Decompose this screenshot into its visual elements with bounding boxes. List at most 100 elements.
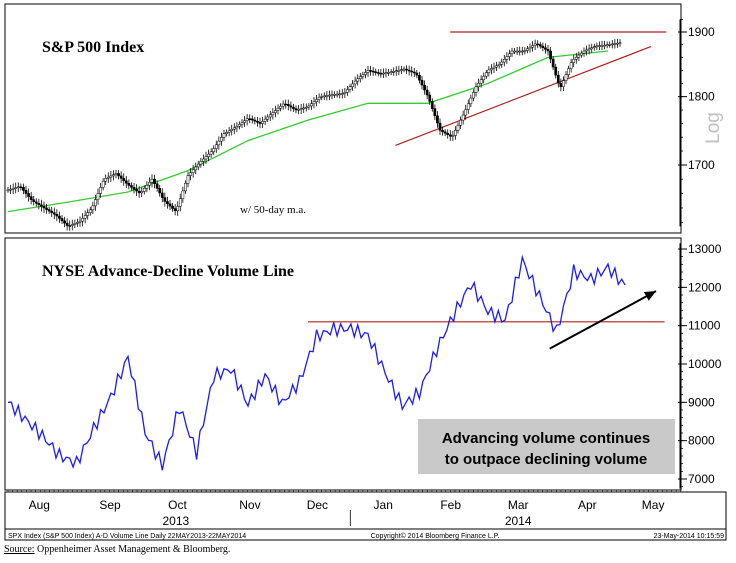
breadth-axis-tick-label: 10000: [688, 357, 722, 371]
price-candle-body: [546, 49, 550, 52]
price-candle-body: [173, 208, 177, 212]
price-candle-body: [63, 220, 66, 224]
price-candle-body: [86, 212, 90, 216]
callout-box: [418, 419, 675, 474]
footer-frame: [4, 491, 727, 541]
price-candle-body: [212, 148, 216, 153]
price-candle-body: [320, 96, 324, 98]
price-candle-body: [14, 187, 18, 189]
price-candle-body: [209, 151, 213, 155]
price-candle-body: [456, 124, 460, 131]
price-candle-body: [29, 196, 33, 200]
price-candle-body: [387, 71, 390, 74]
price-candle-body: [225, 132, 228, 135]
price-candle-body: [166, 201, 169, 205]
price-candle-body: [289, 105, 293, 108]
price-candle-body: [122, 178, 126, 182]
price-candle-body: [94, 199, 97, 207]
price-candle-body: [189, 172, 192, 176]
price-candle-body: [124, 180, 128, 184]
price-candle-body: [178, 198, 182, 207]
callout-line-1: Advancing volume continues: [442, 430, 650, 447]
price-plot-area: [6, 31, 667, 231]
price-candle-body: [106, 176, 110, 179]
price-candle-body: [83, 215, 87, 219]
price-candle-body: [484, 72, 488, 77]
price-candle-body: [358, 76, 362, 80]
price-candle-body: [402, 68, 406, 71]
price-candle-body: [613, 43, 617, 45]
price-candle-body: [394, 70, 398, 72]
trend-arrow-shaft: [549, 290, 657, 350]
price-candle-body: [114, 173, 118, 175]
price-candle-body: [238, 124, 241, 127]
price-candle-body: [340, 93, 344, 95]
price-candle-body: [464, 109, 468, 116]
price-candle-body: [176, 206, 180, 212]
price-candle-body: [574, 56, 578, 60]
price-candle-body: [538, 44, 542, 47]
price-candle-body: [299, 108, 303, 110]
price-candle-body: [577, 54, 581, 58]
price-candle-body: [461, 114, 465, 121]
price-candle-body: [569, 62, 573, 69]
price-candle-body: [338, 93, 342, 96]
price-candle-body: [6, 189, 10, 192]
price-candle-body: [230, 129, 234, 132]
price-candle-body: [343, 92, 347, 94]
price-candle-body: [477, 82, 480, 87]
price-y-axis: 1700 1800 1900: [678, 19, 715, 227]
price-candle-body: [446, 133, 450, 135]
price-candle-body: [366, 70, 370, 73]
price-candle-body: [346, 89, 349, 93]
price-candle-body: [520, 50, 524, 53]
price-candle-body: [580, 52, 583, 56]
breadth-axis-tick-label: 8000: [688, 434, 715, 448]
price-candle-body: [559, 83, 563, 87]
x-month-label: Mar: [508, 498, 529, 512]
price-candle-body: [279, 105, 282, 109]
price-candle-body: [598, 45, 601, 47]
price-candle-body: [487, 69, 491, 73]
price-candle-body: [292, 106, 295, 109]
price-candle-body: [418, 75, 421, 81]
price-candle-body: [145, 185, 149, 189]
breadth-plot-area: [7, 254, 665, 471]
price-candle-body: [428, 94, 432, 102]
price-candle-body: [382, 72, 385, 75]
price-candle-body: [132, 187, 136, 190]
price-candle-body: [333, 94, 336, 96]
price-candle-body: [562, 80, 565, 87]
price-candle-body: [19, 186, 23, 189]
price-candle-body: [469, 97, 473, 105]
price-candle-body: [96, 193, 100, 200]
price-candle-body: [274, 110, 277, 113]
source-note: Source: Oppenheimer Asset Management & B…: [4, 544, 230, 555]
price-candle-body: [369, 70, 372, 72]
price-candle-body: [312, 101, 316, 105]
price-candle-body: [73, 223, 77, 225]
price-candle-body: [40, 204, 43, 207]
price-candle-body: [582, 50, 586, 54]
price-candle-body: [47, 209, 51, 212]
price-candle-body: [135, 188, 138, 192]
price-candle-body: [268, 114, 272, 118]
breadth-axis-tick-label: 7000: [688, 472, 715, 486]
price-candle-body: [376, 72, 380, 74]
price-axis-tick-label: 1800: [688, 90, 715, 104]
breadth-chart-title: NYSE Advance-Decline Volume Line: [42, 263, 294, 280]
price-candle-body: [137, 190, 141, 194]
price-candle-body: [196, 163, 200, 168]
price-candle-body: [68, 225, 72, 227]
price-candle-body: [148, 181, 151, 186]
price-candle-body: [232, 127, 236, 130]
price-candle-body: [495, 65, 498, 68]
price-candle-body: [37, 203, 41, 206]
breadth-axis-tick-label: 13000: [688, 242, 722, 256]
x-month-label: Oct: [168, 498, 187, 512]
price-candle-body: [117, 173, 120, 177]
price-candle-body: [130, 185, 133, 188]
price-candle-body: [191, 169, 195, 173]
price-candle-body: [351, 83, 354, 87]
